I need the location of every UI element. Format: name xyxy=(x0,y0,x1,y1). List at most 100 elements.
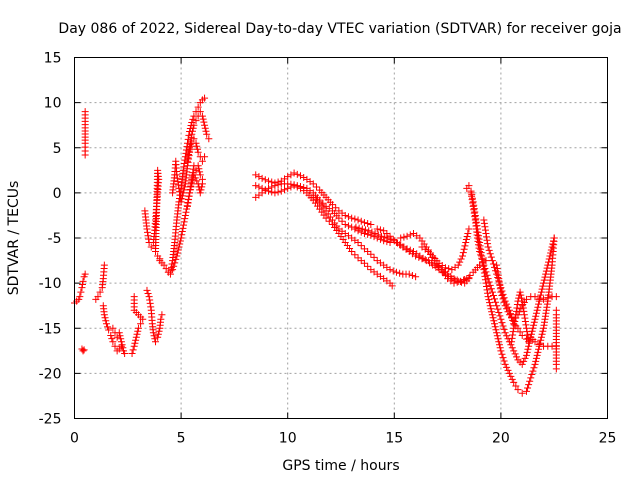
data-point xyxy=(474,237,482,245)
data-point xyxy=(182,208,190,216)
data-point xyxy=(201,94,209,102)
data-point xyxy=(144,232,152,240)
data-point xyxy=(456,277,464,285)
data-point xyxy=(513,304,521,312)
series-arc-7 xyxy=(128,293,147,358)
data-point xyxy=(290,169,298,177)
data-point xyxy=(357,228,365,236)
data-point xyxy=(376,226,384,234)
data-point xyxy=(518,294,526,302)
data-point xyxy=(196,108,204,116)
data-point xyxy=(509,331,517,339)
data-point xyxy=(508,338,516,346)
data-point xyxy=(258,184,266,192)
data-point xyxy=(488,311,496,319)
data-point xyxy=(468,192,476,200)
data-point xyxy=(386,232,394,240)
data-point xyxy=(354,216,362,224)
data-point xyxy=(464,229,472,237)
data-point xyxy=(545,258,553,266)
data-point xyxy=(367,231,375,239)
data-point xyxy=(341,220,349,228)
series-arc-5 xyxy=(99,302,125,355)
data-point xyxy=(271,189,279,197)
data-point xyxy=(478,254,486,262)
data-point xyxy=(532,309,540,317)
data-point xyxy=(492,326,500,334)
data-point xyxy=(194,162,202,170)
data-point xyxy=(181,215,189,223)
data-point xyxy=(383,238,391,246)
data-point xyxy=(516,288,524,296)
data-point xyxy=(477,251,485,259)
data-point xyxy=(498,319,506,327)
series-arc-8 xyxy=(143,286,166,346)
data-point xyxy=(549,240,557,248)
data-point xyxy=(529,324,537,332)
data-point xyxy=(476,248,484,256)
data-point xyxy=(470,209,478,217)
data-point xyxy=(480,219,488,227)
data-point xyxy=(203,130,211,138)
data-point xyxy=(179,192,187,200)
data-point xyxy=(348,248,356,256)
data-point xyxy=(319,199,327,207)
x-tick-label: 0 xyxy=(70,431,79,447)
y-tick-label: -20 xyxy=(39,366,62,382)
data-point xyxy=(491,320,499,328)
data-point xyxy=(493,332,501,340)
data-point xyxy=(352,223,360,231)
data-point xyxy=(177,234,185,242)
data-point xyxy=(519,304,527,312)
data-point xyxy=(495,275,503,283)
data-point xyxy=(338,217,346,225)
data-point xyxy=(468,196,476,204)
data-point xyxy=(536,339,544,347)
data-point xyxy=(454,261,462,269)
data-point xyxy=(486,302,494,310)
y-tick-label: -25 xyxy=(39,412,62,428)
data-point xyxy=(183,202,191,210)
data-point xyxy=(381,233,389,241)
chart-title: Day 086 of 2022, Sidereal Day-to-day VTE… xyxy=(58,21,621,37)
data-point xyxy=(332,204,340,212)
data-point xyxy=(486,299,494,307)
data-point xyxy=(117,338,125,346)
data-point xyxy=(406,246,414,254)
data-point xyxy=(146,296,154,304)
y-axis-label: SDTVAR / TECUs xyxy=(6,181,22,296)
data-point xyxy=(490,317,498,325)
data-point xyxy=(131,339,139,347)
data-point xyxy=(465,182,473,190)
data-point xyxy=(155,327,163,335)
data-point xyxy=(373,225,381,233)
data-point xyxy=(205,135,213,143)
data-point xyxy=(129,346,137,354)
data-point xyxy=(370,253,378,261)
data-point xyxy=(185,196,193,204)
data-point xyxy=(533,351,541,359)
data-point xyxy=(166,270,174,278)
data-point xyxy=(77,288,85,296)
data-point xyxy=(508,334,516,342)
data-point xyxy=(511,314,519,322)
data-point xyxy=(130,342,138,350)
data-point xyxy=(76,293,84,301)
data-point xyxy=(354,239,362,247)
data-point xyxy=(495,278,503,286)
data-point xyxy=(512,307,520,315)
data-point xyxy=(190,121,198,129)
y-tick-label: 10 xyxy=(44,96,62,112)
data-point xyxy=(176,188,184,196)
data-point xyxy=(105,326,113,334)
data-point xyxy=(281,186,289,194)
data-point xyxy=(201,121,209,129)
data-point xyxy=(499,295,507,303)
data-point xyxy=(495,308,503,316)
series-arc-12 xyxy=(166,94,209,278)
data-point xyxy=(500,357,508,365)
series-arc-16 xyxy=(252,169,375,228)
data-point xyxy=(535,345,543,353)
data-point xyxy=(465,225,473,233)
data-point xyxy=(179,189,187,197)
